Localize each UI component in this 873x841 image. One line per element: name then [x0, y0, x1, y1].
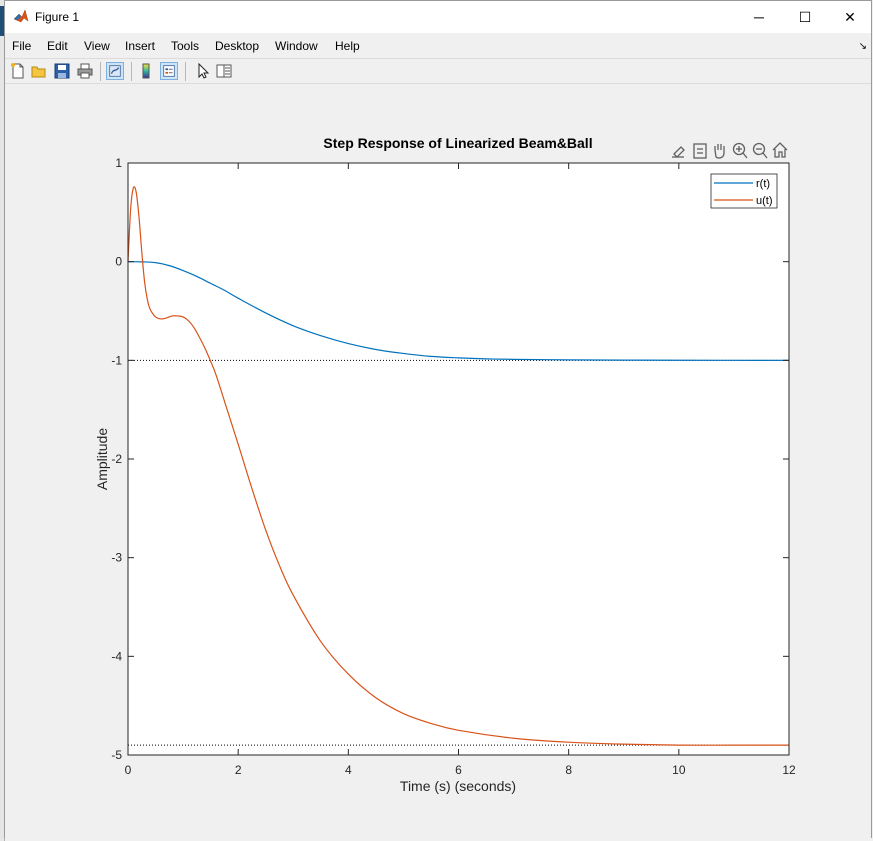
- window-title: Figure 1: [35, 10, 80, 24]
- x-tick-label: 6: [455, 763, 462, 777]
- y-tick-label: -3: [111, 551, 122, 565]
- new-figure-icon[interactable]: [9, 62, 27, 80]
- maximize-button[interactable]: ☐: [782, 1, 828, 33]
- pan-icon[interactable]: [714, 144, 725, 159]
- legend-label-u: u(t): [756, 195, 773, 207]
- chart-title: Step Response of Linearized Beam&Ball: [323, 135, 592, 151]
- y-tick-label: -4: [111, 649, 122, 663]
- matlab-logo-icon: [13, 9, 29, 23]
- axes-background: [128, 163, 789, 755]
- y-tick-label: -5: [111, 748, 122, 762]
- axes-toolbar: [672, 142, 788, 159]
- y-tick-label: 1: [115, 156, 122, 170]
- menu-edit[interactable]: Edit: [47, 39, 68, 53]
- legend[interactable]: r(t) u(t): [710, 173, 778, 209]
- toolbar-separator: [131, 62, 132, 81]
- edit-plot-icon[interactable]: [193, 62, 211, 80]
- y-tick-label: 0: [115, 255, 122, 269]
- y-tick-label: -1: [111, 353, 122, 367]
- y-tick-label: -2: [111, 452, 122, 466]
- zoom-out-icon[interactable]: [752, 142, 768, 159]
- background-window-accent: [0, 6, 4, 36]
- data-tips-icon[interactable]: [693, 143, 707, 159]
- x-tick-label: 10: [672, 763, 686, 777]
- menu-window[interactable]: Window: [275, 39, 318, 53]
- toolbar-separator: [100, 62, 101, 81]
- series-lines: [127, 186, 790, 746]
- zoom-in-icon[interactable]: [732, 142, 748, 159]
- open-file-icon[interactable]: [30, 62, 48, 80]
- menu-tools[interactable]: Tools: [171, 39, 200, 53]
- legend-label-r: r(t): [756, 178, 770, 190]
- axis-ticks: 0 2 4 6 8 10 12 -5 -4 -3 -2 -1 0 1: [111, 156, 796, 777]
- home-icon[interactable]: [772, 142, 788, 158]
- close-icon: ✕: [844, 8, 856, 25]
- link-plot-icon[interactable]: [106, 62, 124, 80]
- save-icon[interactable]: [53, 62, 71, 80]
- minimize-button[interactable]: ─: [736, 1, 782, 33]
- maximize-icon: ☐: [798, 8, 812, 25]
- brush-icon[interactable]: [672, 146, 685, 158]
- x-axis-label: Time (s) (seconds): [400, 778, 516, 794]
- menu-overflow-icon[interactable]: ↘: [858, 41, 867, 52]
- colorbar-icon[interactable]: [137, 62, 155, 80]
- menu-insert[interactable]: Insert: [125, 39, 156, 53]
- menu-view[interactable]: View: [84, 39, 110, 53]
- title-bar[interactable]: Figure 1 ─ ☐ ✕: [5, 1, 871, 33]
- series-line-u[interactable]: [127, 186, 789, 746]
- print-icon[interactable]: [76, 62, 94, 80]
- menu-desktop[interactable]: Desktop: [215, 39, 260, 53]
- series-line-r[interactable]: [127, 261, 790, 361]
- figure-toolbar: [5, 58, 871, 84]
- menu-help[interactable]: Help: [335, 39, 360, 53]
- x-tick-label: 4: [345, 763, 352, 777]
- close-button[interactable]: ✕: [827, 1, 873, 33]
- x-tick-label: 12: [782, 763, 796, 777]
- minimize-icon: ─: [754, 9, 764, 25]
- x-tick-label: 2: [235, 763, 242, 777]
- menu-file[interactable]: File: [12, 39, 32, 53]
- property-inspector-icon[interactable]: [215, 62, 233, 80]
- legend-icon[interactable]: [160, 62, 178, 80]
- legend-box: [710, 173, 778, 209]
- x-tick-label: 8: [565, 763, 572, 777]
- menu-bar: File Edit View Insert Tools Desktop Wind…: [5, 35, 871, 57]
- reference-lines: [128, 359, 789, 746]
- toolbar-separator: [185, 62, 186, 81]
- y-axis-label: Amplitude: [94, 428, 110, 490]
- x-tick-label: 0: [125, 763, 132, 777]
